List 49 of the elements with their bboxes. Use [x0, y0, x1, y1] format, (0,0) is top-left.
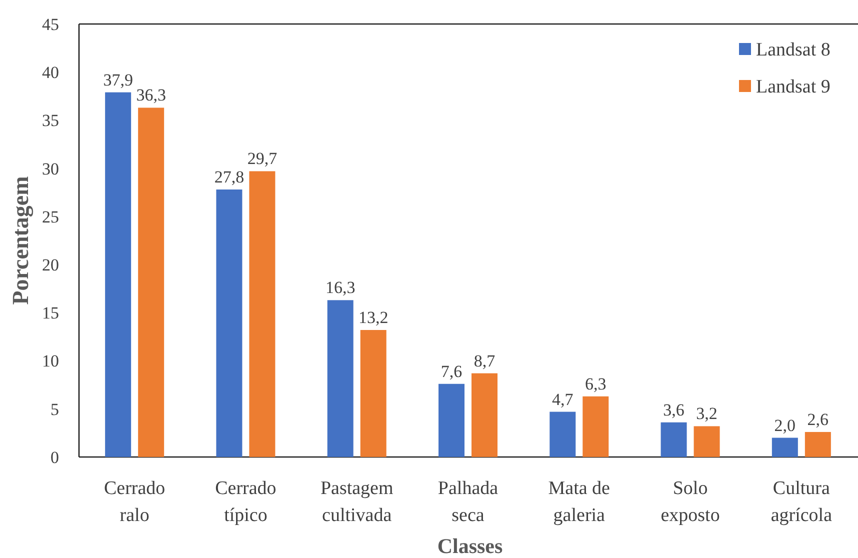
bar: [438, 384, 464, 457]
x-tick-label: Solo exposto: [660, 478, 720, 526]
data-label: 29,7: [247, 149, 278, 168]
y-tick-label: 20: [42, 256, 59, 275]
x-axis-title: Classes: [437, 534, 503, 558]
bar: [660, 422, 687, 457]
data-label: 8,7: [474, 351, 496, 370]
bar: [138, 108, 164, 457]
data-label: 36,3: [136, 86, 166, 105]
data-label: 4,7: [552, 390, 574, 409]
data-label: 3,6: [663, 400, 684, 420]
y-tick-label: 40: [42, 63, 59, 82]
bar: [550, 412, 576, 457]
bar: [772, 438, 798, 457]
x-tick-label: Mata de galeria: [548, 478, 610, 526]
x-tick-label: Cerrado típico: [215, 478, 276, 526]
data-label: 37,9: [103, 70, 133, 90]
y-tick-label: 15: [42, 304, 59, 323]
y-tick-label: 5: [50, 400, 59, 419]
legend-label: Landsat 9: [756, 76, 830, 98]
bar: [360, 330, 386, 457]
data-label: 2,6: [807, 410, 829, 429]
bar: [216, 190, 242, 457]
bar: [327, 300, 354, 457]
data-label: 16,3: [325, 278, 356, 298]
y-tick-label: 10: [42, 352, 59, 371]
data-label: 3,2: [696, 404, 718, 424]
bar: [804, 432, 831, 457]
legend-label: Landsat 8: [756, 40, 830, 61]
x-tick-label: Cultura agrícola: [770, 478, 833, 526]
y-tick-label: 0: [50, 448, 59, 467]
bar: [582, 396, 609, 457]
bar: [472, 373, 498, 457]
data-label: 7,6: [440, 362, 462, 381]
y-tick-label: 30: [42, 159, 59, 178]
y-tick-label: 45: [42, 14, 59, 34]
x-tick-label: Pastagem cultivada: [320, 478, 394, 526]
y-tick-label: 35: [42, 111, 59, 130]
bar: [694, 426, 720, 457]
y-tick-label: 25: [42, 207, 59, 226]
data-label: 6,3: [585, 374, 606, 394]
x-tick-label: Palhada seca: [438, 478, 499, 526]
data-label: 2,0: [774, 416, 796, 435]
bar: [249, 171, 276, 457]
data-label: 27,8: [214, 168, 244, 186]
bar: [105, 92, 132, 457]
data-label: 13,2: [358, 308, 388, 327]
y-axis-title: Porcentagem: [8, 176, 34, 305]
x-tick-label: Cerrado ralo: [104, 478, 166, 526]
